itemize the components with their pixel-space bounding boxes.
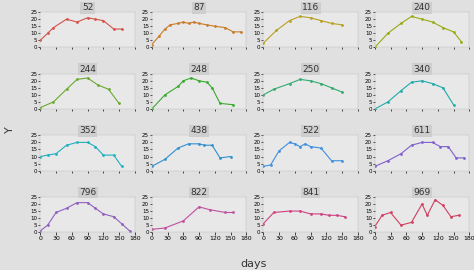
Text: 438: 438 bbox=[191, 126, 208, 135]
Text: 87: 87 bbox=[193, 3, 205, 12]
Text: 240: 240 bbox=[413, 3, 430, 12]
Text: 248: 248 bbox=[191, 65, 208, 74]
Text: 841: 841 bbox=[302, 188, 319, 197]
Text: 52: 52 bbox=[82, 3, 93, 12]
Text: 116: 116 bbox=[302, 3, 319, 12]
Text: 250: 250 bbox=[302, 65, 319, 74]
Text: 352: 352 bbox=[79, 126, 96, 135]
Text: 244: 244 bbox=[79, 65, 96, 74]
Text: days: days bbox=[240, 259, 267, 269]
Text: 611: 611 bbox=[413, 126, 431, 135]
Text: 522: 522 bbox=[302, 126, 319, 135]
Text: 340: 340 bbox=[413, 65, 430, 74]
Text: 822: 822 bbox=[191, 188, 208, 197]
Text: Y: Y bbox=[5, 126, 15, 133]
Text: 796: 796 bbox=[79, 188, 96, 197]
Text: 969: 969 bbox=[413, 188, 431, 197]
